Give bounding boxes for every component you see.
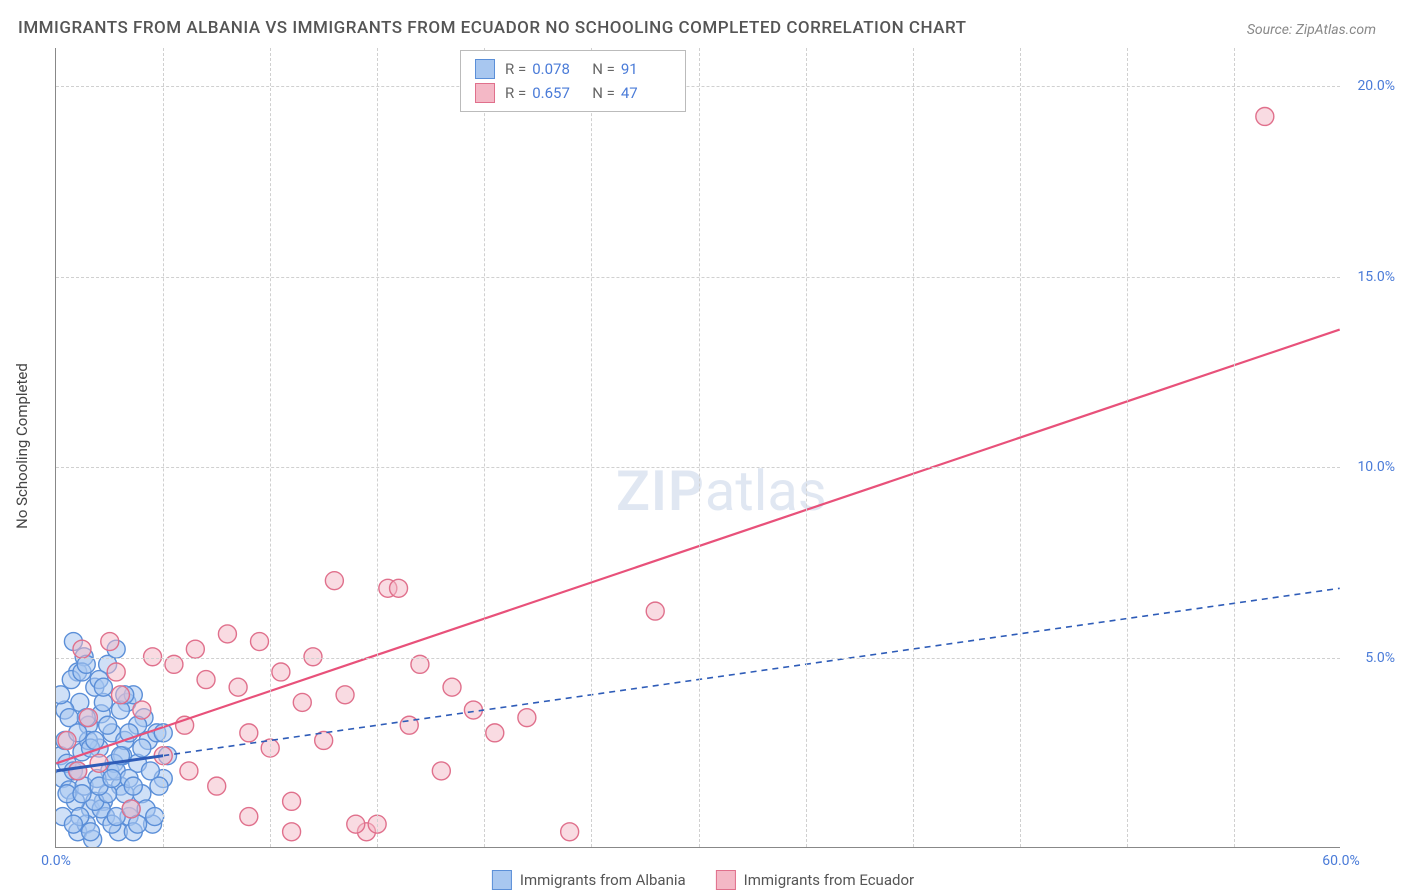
y-tick-label: 5.0% (1365, 650, 1395, 666)
ecuador-series-label: Immigrants from Ecuador (744, 871, 914, 889)
albania-swatch (492, 870, 512, 890)
y-axis-label: No Schooling Completed (13, 363, 31, 529)
albania-n-value: 91 (621, 60, 671, 78)
r-label: R = (505, 60, 526, 78)
legend-item-albania: Immigrants from Albania (492, 870, 686, 890)
source-attribution: Source: ZipAtlas.com (1247, 22, 1376, 38)
r-label: R = (505, 84, 526, 102)
albania-series-label: Immigrants from Albania (520, 871, 686, 889)
y-tick-label: 15.0% (1357, 269, 1395, 285)
ecuador-swatch (716, 870, 736, 890)
albania-r-value: 0.078 (532, 60, 582, 78)
ecuador-n-value: 47 (621, 84, 671, 102)
legend-row-ecuador: R = 0.657 N = 47 (475, 81, 671, 105)
plot-area: ZIPatlas 5.0%10.0%15.0%20.0%0.0%60.0% (55, 48, 1340, 848)
series-legend: Immigrants from Albania Immigrants from … (492, 870, 914, 890)
ecuador-swatch (475, 83, 495, 103)
x-tick-label: 0.0% (41, 853, 71, 869)
x-tick-label: 60.0% (1322, 853, 1360, 869)
legend-item-ecuador: Immigrants from Ecuador (716, 870, 914, 890)
albania-swatch (475, 59, 495, 79)
correlation-legend: R = 0.078 N = 91 R = 0.657 N = 47 (460, 50, 686, 112)
n-label: N = (592, 60, 615, 78)
legend-row-albania: R = 0.078 N = 91 (475, 57, 671, 81)
y-tick-label: 10.0% (1357, 459, 1395, 475)
chart-title: IMMIGRANTS FROM ALBANIA VS IMMIGRANTS FR… (18, 18, 966, 38)
n-label: N = (592, 84, 615, 102)
ecuador-r-value: 0.657 (532, 84, 582, 102)
y-tick-label: 20.0% (1357, 78, 1395, 94)
